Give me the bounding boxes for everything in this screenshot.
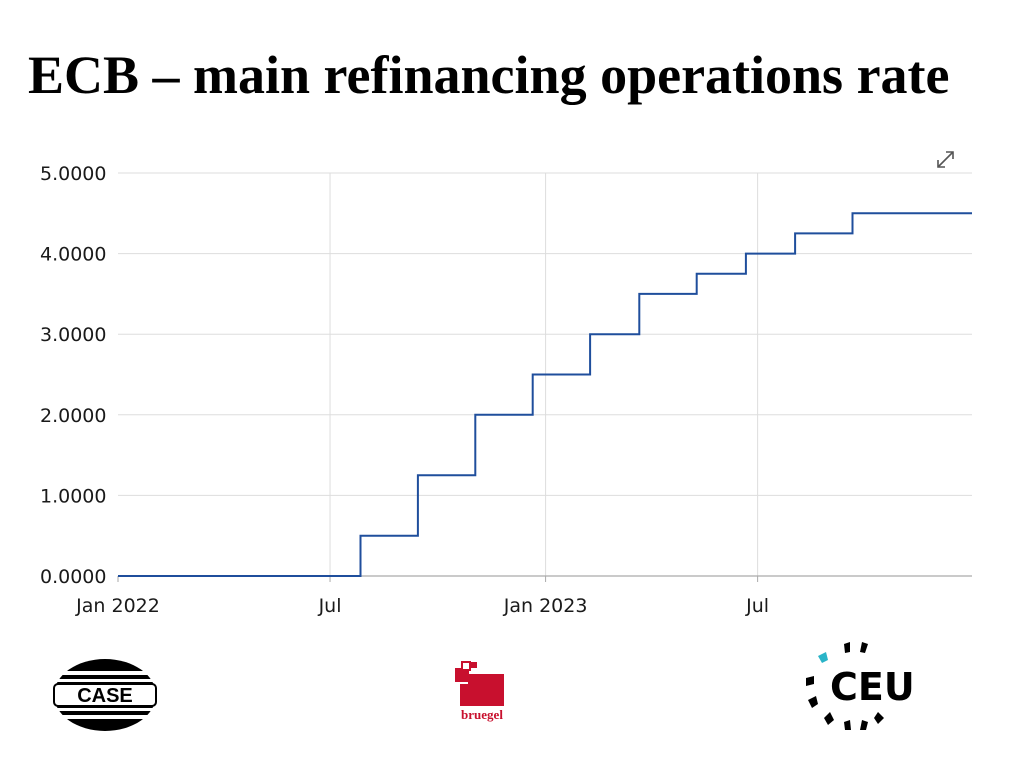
ceu-logo-text: CEU [830,665,915,709]
y-tick-label: 1.0000 [40,485,106,507]
case-logo: CASE [53,659,157,731]
grid-layer [118,172,972,576]
case-logo-text: CASE [77,685,133,707]
y-tick-label: 3.0000 [40,324,106,346]
expand-arrows-icon[interactable] [937,151,954,168]
slide-title: ECB – main refinancing operations rate [28,45,950,105]
y-tick-label: 5.0000 [40,163,106,185]
x-tick-label: Jul [745,595,769,617]
bruegel-logo-text: bruegel [461,707,503,722]
x-tick-label: Jul [318,595,342,617]
bruegel-logo: bruegel [455,661,504,722]
x-tick-label: Jan 2022 [75,595,160,617]
y-tick-label: 4.0000 [40,244,106,266]
rate-chart: 0.0000 1.0000 2.0000 3.0000 4.0000 5.0000 Jan … [40,151,972,617]
y-tick-label: 0.0000 [40,566,106,588]
tick-label-layer: 0.0000 1.0000 2.0000 3.0000 4.0000 5.0000 Jan … [40,163,769,617]
y-tick-label: 2.0000 [40,405,106,427]
ceu-logo: CEU [806,642,915,730]
x-tick-label: Jan 2023 [503,595,588,617]
series-layer [118,212,972,577]
series-line-0 [118,212,972,577]
